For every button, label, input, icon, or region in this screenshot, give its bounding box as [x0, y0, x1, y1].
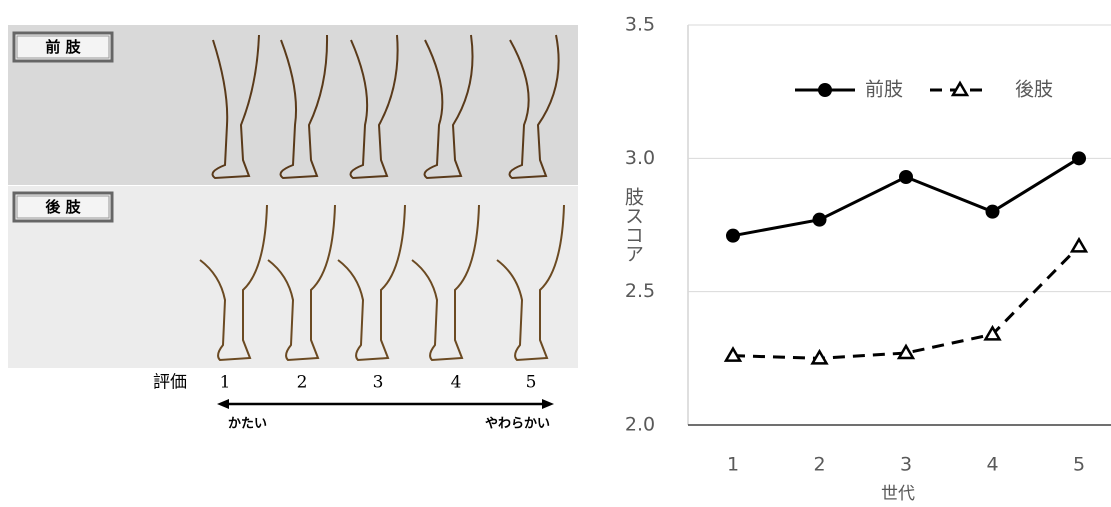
marker	[812, 212, 827, 227]
rating-label: 評価	[153, 373, 187, 393]
y-tick-label: 3.5	[625, 14, 655, 36]
marker	[950, 80, 970, 97]
marker	[1072, 151, 1086, 166]
rating-number: 3	[373, 373, 384, 393]
marker	[723, 346, 743, 362]
leg-sketch	[337, 204, 406, 362]
marker	[810, 348, 829, 365]
label-box	[12, 191, 114, 223]
x-tick-label: 5	[1073, 454, 1085, 476]
leg-sketch	[349, 34, 399, 180]
leg-sketch	[279, 34, 329, 180]
legend-label: 後肢	[1015, 79, 1053, 101]
marker	[983, 324, 1002, 341]
x-tick-label: 2	[813, 454, 825, 476]
label-box-inner	[16, 195, 110, 219]
marker	[1069, 236, 1089, 253]
left-end-label: かたい	[228, 417, 267, 432]
front-label: 前 肢	[45, 38, 81, 56]
arrow-head	[542, 399, 554, 409]
label-box-inner	[16, 35, 110, 59]
y-tick-label: 2.5	[625, 280, 655, 302]
legend-label: 前肢	[865, 79, 903, 101]
x-tick-label: 4	[986, 454, 998, 476]
y-axis-label: 肢スコア	[622, 187, 644, 263]
series-line	[732, 245, 1081, 360]
hind-label: 後 肢	[44, 198, 81, 216]
rating-number: 1	[220, 373, 231, 393]
rating-number: 4	[451, 373, 462, 393]
marker	[899, 170, 913, 184]
rating-number: 2	[297, 373, 308, 393]
leg-sketch	[496, 204, 565, 362]
label-box	[12, 31, 114, 63]
y-tick-label: 3.0	[625, 147, 655, 169]
leg-sketch	[411, 204, 480, 362]
rating-number: 5	[526, 373, 537, 393]
arrow-head	[217, 399, 229, 409]
x-tick-label: 3	[900, 454, 912, 476]
leg-sketch	[423, 34, 474, 180]
leg-sketch	[267, 204, 336, 362]
leg-sketch	[199, 204, 268, 362]
marker	[726, 228, 740, 243]
leg-sketch	[508, 34, 560, 180]
marker	[985, 204, 1000, 219]
marker	[896, 343, 916, 360]
y-tick-label: 2.0	[625, 414, 655, 436]
right-end-label: やわらかい	[485, 417, 550, 432]
x-axis-label: 世代	[881, 484, 915, 504]
x-tick-label: 1	[727, 454, 739, 476]
leg-sketch	[211, 34, 260, 180]
series-line	[732, 157, 1080, 238]
marker	[818, 83, 832, 97]
